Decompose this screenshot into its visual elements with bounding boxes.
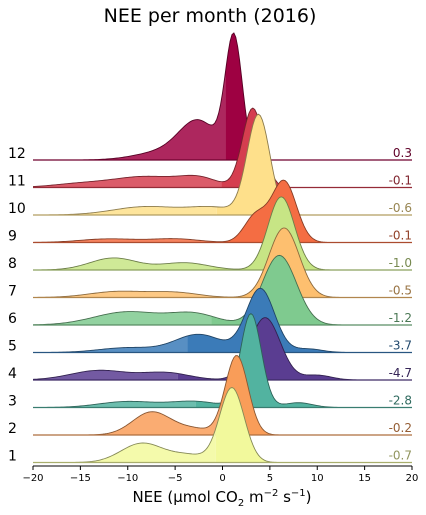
mean-label-10: -0.6 (389, 201, 412, 215)
ridge-11: 11 -0.1 (8, 107, 412, 190)
x-tick-label: 5 (267, 473, 273, 484)
mean-label-7: -0.5 (389, 284, 412, 298)
month-label-8: 8 (8, 256, 17, 272)
month-label-11: 11 (8, 174, 26, 190)
mean-label-4: -4.7 (389, 366, 412, 380)
month-label-10: 10 (8, 201, 26, 217)
month-label-1: 1 (8, 449, 17, 465)
month-label-3: 3 (8, 394, 17, 410)
x-axis-label: NEE (µmol CO2 m−2 s−1) (132, 488, 311, 509)
mean-label-9: -0.1 (389, 229, 412, 243)
x-tick-label: −20 (22, 473, 43, 484)
mean-label-1: -0.7 (389, 449, 412, 463)
x-tick-label: −15 (70, 473, 91, 484)
month-label-7: 7 (8, 284, 17, 300)
x-tick-label: −10 (117, 473, 138, 484)
mean-label-6: -1.2 (389, 311, 412, 325)
x-tick-label: −5 (168, 473, 183, 484)
x-tick-label: 20 (406, 473, 419, 484)
x-ticks: −20 −15 −10 −5 0 5 10 15 20 (22, 466, 418, 484)
month-label-2: 2 (8, 421, 17, 437)
mean-label-12: 0.3 (393, 146, 412, 160)
month-label-5: 5 (8, 339, 17, 355)
ridge-outline-3 (32, 312, 412, 408)
month-label-4: 4 (8, 366, 17, 382)
mean-label-5: -3.7 (389, 339, 412, 353)
month-label-6: 6 (8, 311, 17, 327)
chart-title: NEE per month (2016) (104, 5, 317, 27)
mean-label-11: -0.1 (389, 174, 412, 188)
x-tick-label: 15 (358, 473, 371, 484)
month-label-9: 9 (8, 229, 17, 245)
mean-label-3: -2.8 (389, 394, 412, 408)
ridges: 12 0.311 -0.110 -0.69 -0.18 -1.07 -0.56 -1.25 -3… (8, 32, 412, 465)
x-tick-label: 0 (219, 473, 225, 484)
x-tick-label: 10 (311, 473, 324, 484)
mean-label-8: -1.0 (389, 256, 412, 270)
month-label-12: 12 (8, 146, 26, 162)
mean-label-2: -0.2 (389, 421, 412, 435)
